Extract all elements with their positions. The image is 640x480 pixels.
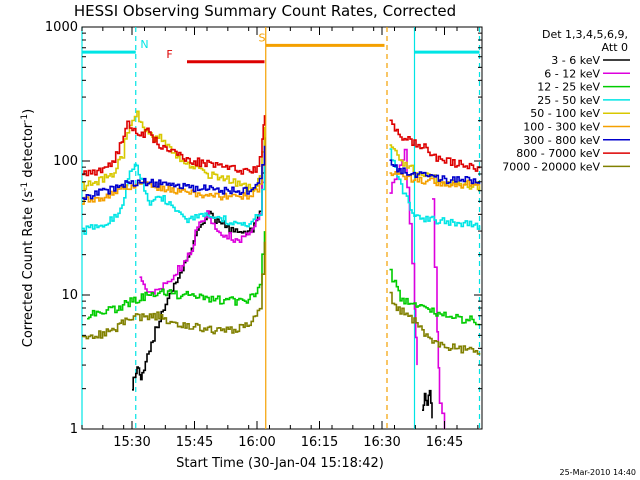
x-tick-label: 16:15 [301, 435, 338, 450]
x-tick-label: 15:30 [113, 435, 150, 450]
x-axis-ticks: 15:30 15:45 16:00 16:15 16:30 16:45 [81, 27, 479, 450]
y-tick-label: 1000 [45, 20, 78, 35]
footer-date: 25-Mar-2010 14:40 [560, 468, 637, 477]
legend-entry-label: 50 - 100 keV [530, 107, 600, 120]
x-axis-label: Start Time (30-Jan-04 15:18:42) [176, 456, 384, 471]
event-bar-label: N [140, 38, 148, 51]
plot-area [81, 26, 483, 430]
series-line [132, 137, 266, 391]
series-line [87, 231, 266, 320]
y-tick-label: 100 [53, 154, 78, 169]
series-line [389, 159, 481, 185]
series-line [389, 148, 418, 366]
legend-entry-label: 100 - 300 keV [523, 121, 600, 134]
x-tick-label: 15:45 [176, 435, 213, 450]
series-line [82, 241, 266, 340]
legend-entry-label: 3 - 6 keV [551, 54, 600, 67]
series-line [432, 198, 446, 429]
series-line [389, 148, 481, 230]
series-line [389, 171, 481, 189]
series-line [82, 115, 266, 177]
legend-entry-label: 6 - 12 keV [544, 67, 600, 80]
legend-entry-label: 800 - 7000 keV [516, 147, 600, 160]
series-line [389, 291, 481, 355]
series-line [82, 150, 266, 205]
y-tick-label: 10 [61, 288, 78, 303]
series-lines [82, 110, 481, 429]
event-bar-label: S [259, 31, 266, 44]
x-tick-label: 16:30 [363, 435, 400, 450]
plot-border [81, 26, 483, 430]
legend-entry-label: 25 - 50 keV [537, 94, 600, 107]
series-line [422, 389, 433, 419]
legend-entry-label: 12 - 25 keV [537, 81, 600, 94]
x-tick-label: 16:45 [426, 435, 463, 450]
event-bars: N F S [82, 31, 480, 64]
series-line [82, 110, 266, 193]
event-bar-label: F [166, 48, 172, 61]
legend-heading-detectors: Det 1,3,4,5,6,9, [542, 28, 628, 41]
series-line [389, 119, 481, 172]
y-axis-label: Corrected Count Rate (s-1 detector-1) [20, 109, 36, 347]
legend-entry-label: 7000 - 20000 keV [502, 160, 600, 173]
series-line [389, 268, 481, 326]
legend-heading-attenuator: Att 0 [602, 41, 628, 54]
y-tick-label: 1 [70, 422, 78, 437]
y-axis-ticks: 1 10 100 1000 [45, 20, 482, 437]
series-line [82, 161, 266, 235]
x-tick-label: 16:00 [238, 435, 275, 450]
attenuator-lines [81, 27, 481, 429]
series-line [82, 145, 266, 200]
legend-entry-label: 300 - 800 keV [523, 134, 600, 147]
chart-title: HESSI Observing Summary Count Rates, Cor… [74, 2, 456, 20]
